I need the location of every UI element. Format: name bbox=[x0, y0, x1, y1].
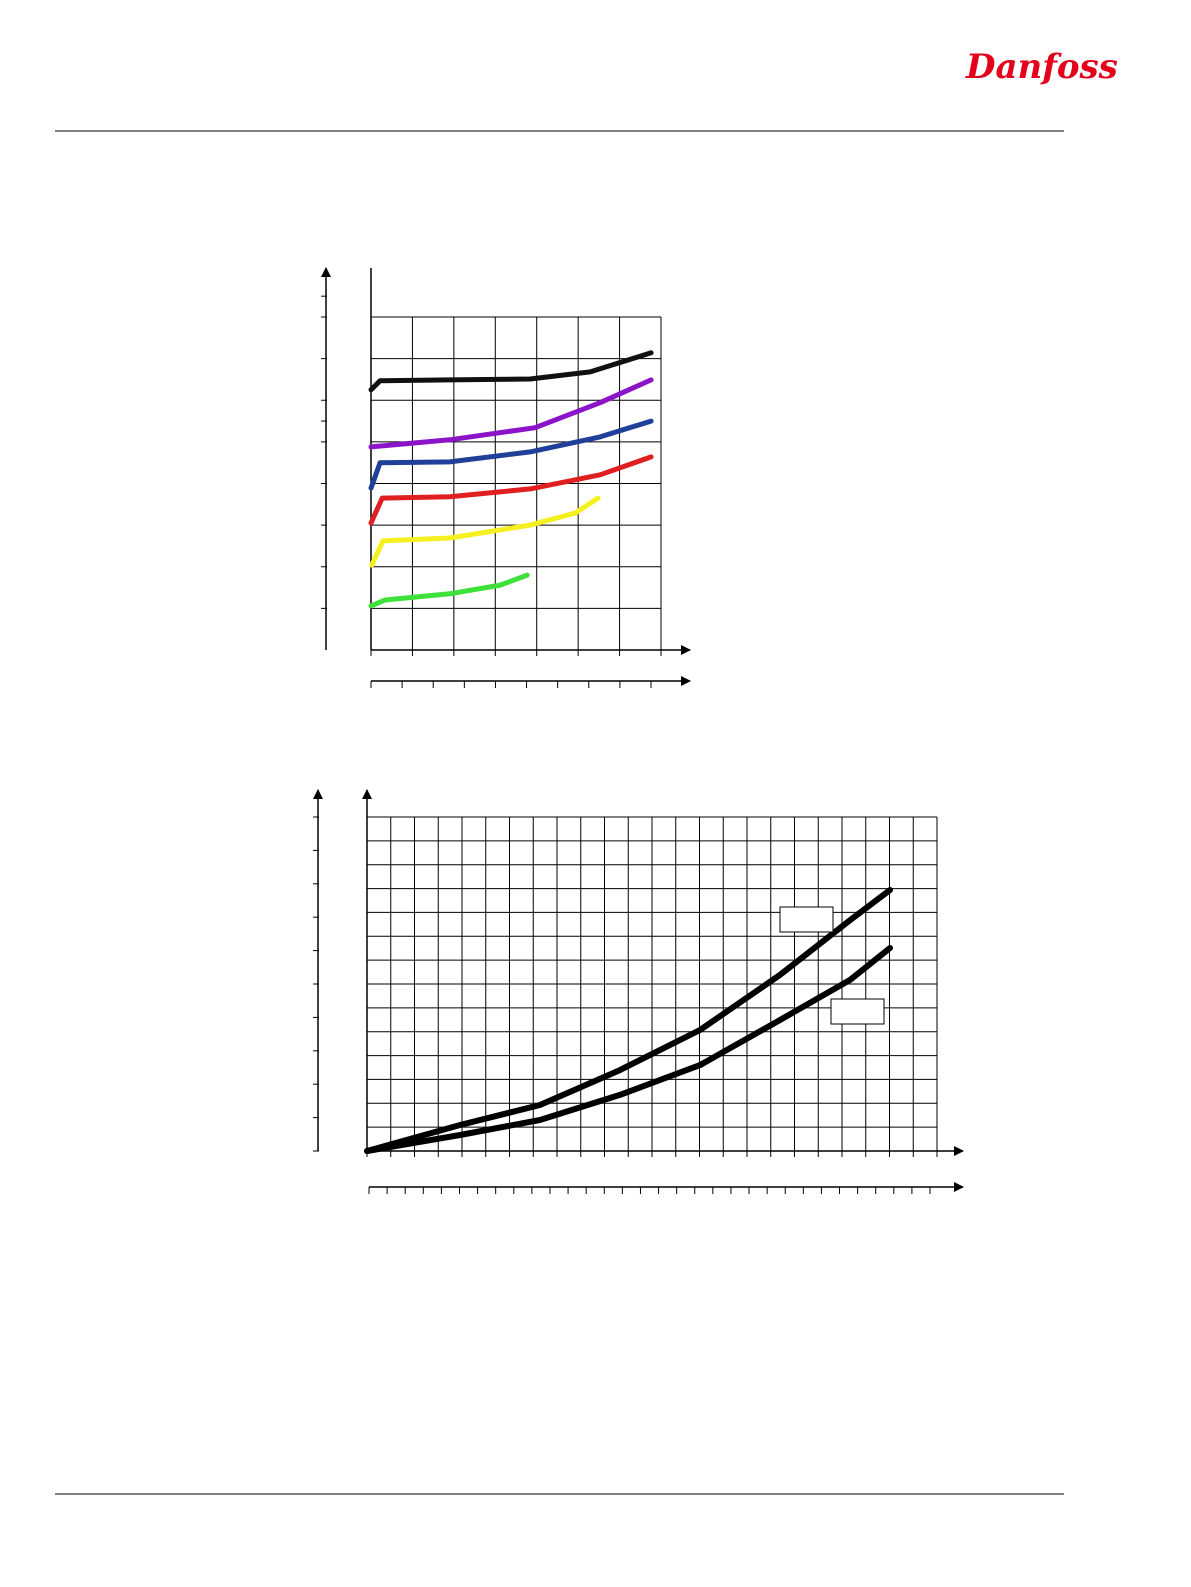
logo: Danfoss bbox=[965, 47, 1118, 87]
data-line bbox=[368, 454, 654, 526]
data-line bbox=[368, 377, 654, 450]
data-line bbox=[364, 945, 893, 1154]
curve-label-box bbox=[779, 906, 834, 933]
data-line bbox=[368, 350, 654, 393]
data-line bbox=[364, 887, 893, 1154]
data-line bbox=[368, 572, 530, 609]
data-line bbox=[368, 418, 654, 491]
curve-label-box bbox=[830, 998, 885, 1025]
data-line bbox=[369, 495, 601, 568]
